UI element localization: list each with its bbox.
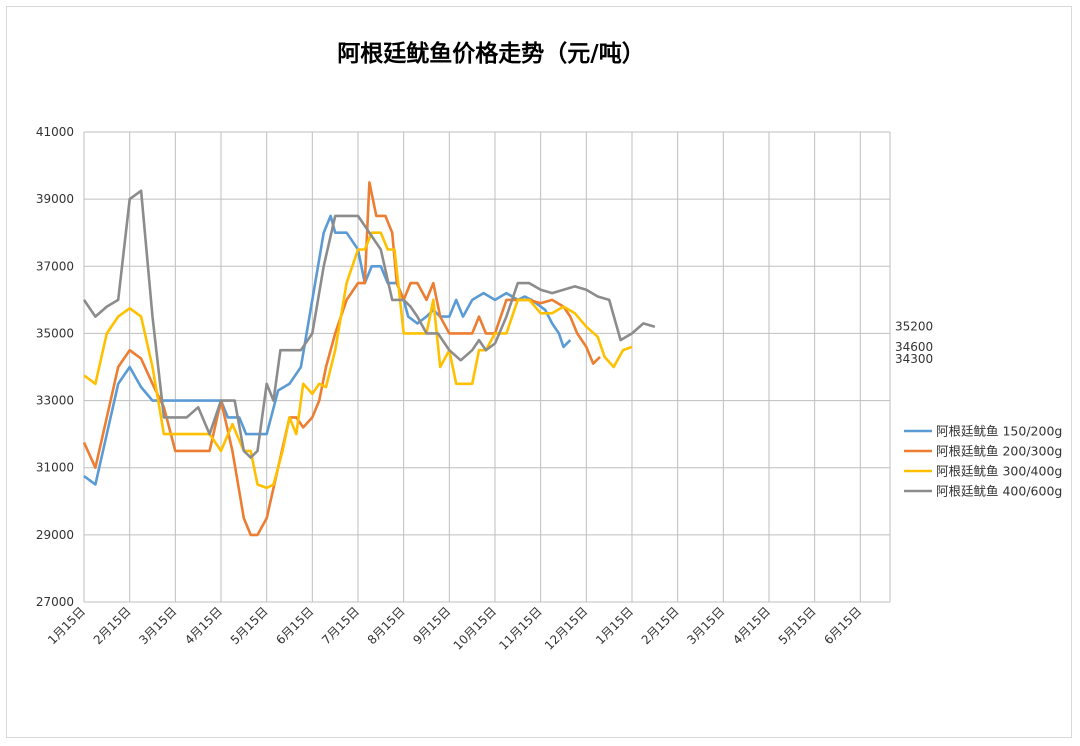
series-line-4 xyxy=(82,189,656,459)
x-tick-label: 11月15日 xyxy=(496,604,544,652)
y-axis-ticks: 27000 29000 31000 33000 35000 37000 39000 41000 xyxy=(36,125,74,609)
x-tick-label: 4月15日 xyxy=(182,604,225,647)
end-value-label: 34300 xyxy=(895,352,933,366)
x-tick-label: 7月15日 xyxy=(319,604,362,647)
x-tick-label: 12月15日 xyxy=(542,604,590,652)
y-tick-label: 35000 xyxy=(36,326,74,340)
y-tick-label: 37000 xyxy=(36,259,74,273)
line-chart: 阿根廷鱿鱼价格走势（元/吨） 27000 29000 31000 33000 35000… xyxy=(36,40,1063,653)
x-axis-ticks: 1月15日 2月15日 3月15日 4月15日 5月15日 6月15日 7月15日 8月15日… xyxy=(45,604,864,652)
x-tick-label: 3月15日 xyxy=(136,604,179,647)
y-tick-label: 33000 xyxy=(36,394,74,408)
series-line-2 xyxy=(82,181,601,537)
x-tick-label: 3月15日 xyxy=(684,604,727,647)
end-value-label: 35200 xyxy=(895,320,933,334)
y-tick-label: 29000 xyxy=(36,528,74,542)
x-tick-label: 1月15日 xyxy=(45,604,88,647)
x-tick-label: 1月15日 xyxy=(593,604,636,647)
legend: 阿根廷鱿鱼 150/200g 阿根廷鱿鱼 200/300g 阿根廷鱿鱼 300/40… xyxy=(904,424,1062,499)
x-tick-label: 2月15日 xyxy=(639,604,682,647)
series-line-1 xyxy=(83,214,572,486)
x-tick-label: 5月15日 xyxy=(228,604,271,647)
x-tick-label: 10月15日 xyxy=(451,604,499,652)
legend-item-label: 阿根廷鱿鱼 150/200g xyxy=(936,424,1062,439)
x-tick-label: 4月15日 xyxy=(730,604,773,647)
legend-item-label: 阿根廷鱿鱼 300/400g xyxy=(936,464,1062,479)
y-tick-label: 39000 xyxy=(36,192,74,206)
legend-item-label: 阿根廷鱿鱼 200/300g xyxy=(936,444,1062,459)
y-tick-label: 31000 xyxy=(36,461,74,475)
chart-frame: 阿根廷鱿鱼价格走势（元/吨） 27000 29000 31000 33000 35000… xyxy=(6,6,1072,738)
chart-title: 阿根廷鱿鱼价格走势（元/吨） xyxy=(337,40,644,67)
x-tick-label: 8月15日 xyxy=(365,604,408,647)
series-line-3 xyxy=(83,231,633,490)
x-tick-label: 5月15日 xyxy=(776,604,819,647)
x-tick-label: 6月15日 xyxy=(821,604,864,647)
legend-item-label: 阿根廷鱿鱼 400/600g xyxy=(936,484,1062,499)
x-tick-label: 6月15日 xyxy=(273,604,316,647)
y-tick-label: 41000 xyxy=(36,125,74,139)
x-tick-label: 9月15日 xyxy=(410,604,453,647)
y-tick-label: 27000 xyxy=(36,595,74,609)
series-lines xyxy=(82,181,656,537)
end-value-label: 34600 xyxy=(895,340,933,354)
x-tick-label: 2月15日 xyxy=(91,604,134,647)
grid xyxy=(83,131,891,603)
